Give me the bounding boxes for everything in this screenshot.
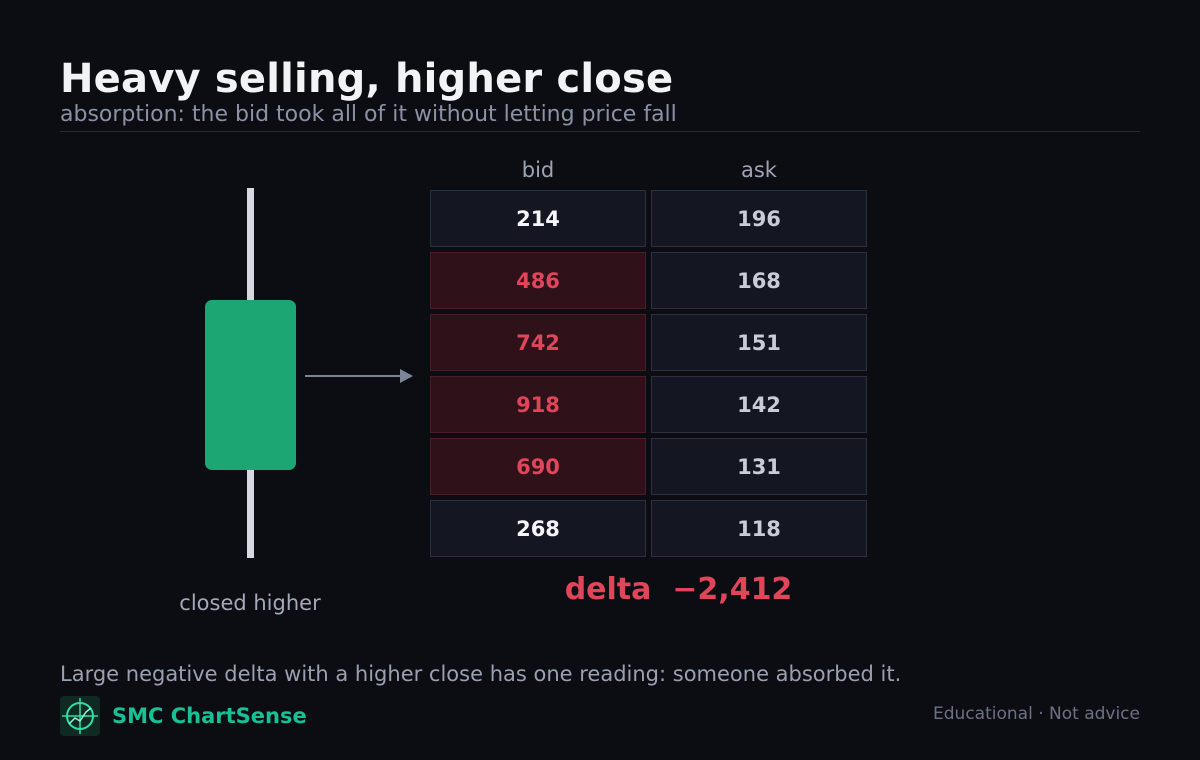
disclaimer: Educational · Not advice: [933, 704, 1140, 724]
ask-cell: 196: [651, 190, 867, 247]
title-divider: [60, 131, 1140, 132]
page-title: Heavy selling, higher close: [60, 56, 674, 102]
arrow-icon: [305, 369, 413, 383]
ask-cell: 131: [651, 438, 867, 495]
ask-cell: 118: [651, 500, 867, 557]
column-header-ask: ask: [741, 158, 777, 182]
candle-caption: closed higher: [179, 591, 321, 615]
ask-cell: 142: [651, 376, 867, 433]
candle: [205, 188, 296, 558]
brand: SMC ChartSense: [60, 696, 307, 736]
crosshair-logo-icon: [60, 696, 100, 736]
bid-cell: 214: [430, 190, 646, 247]
delta-label: delta: [564, 572, 652, 607]
bid-cell: 742: [430, 314, 646, 371]
delta-value: −2,412: [672, 572, 793, 607]
delta-readout: delta −2,412: [430, 572, 927, 607]
page-subtitle: absorption: the bid took all of it witho…: [60, 102, 677, 127]
bid-cell: 690: [430, 438, 646, 495]
candle-body: [205, 300, 296, 470]
ask-cell: 151: [651, 314, 867, 371]
bid-cell: 486: [430, 252, 646, 309]
brand-name: SMC ChartSense: [112, 704, 307, 728]
bid-cell: 918: [430, 376, 646, 433]
bid-cell: 268: [430, 500, 646, 557]
column-header-bid: bid: [521, 158, 555, 182]
ask-cell: 168: [651, 252, 867, 309]
footer-note: Large negative delta with a higher close…: [60, 662, 902, 686]
